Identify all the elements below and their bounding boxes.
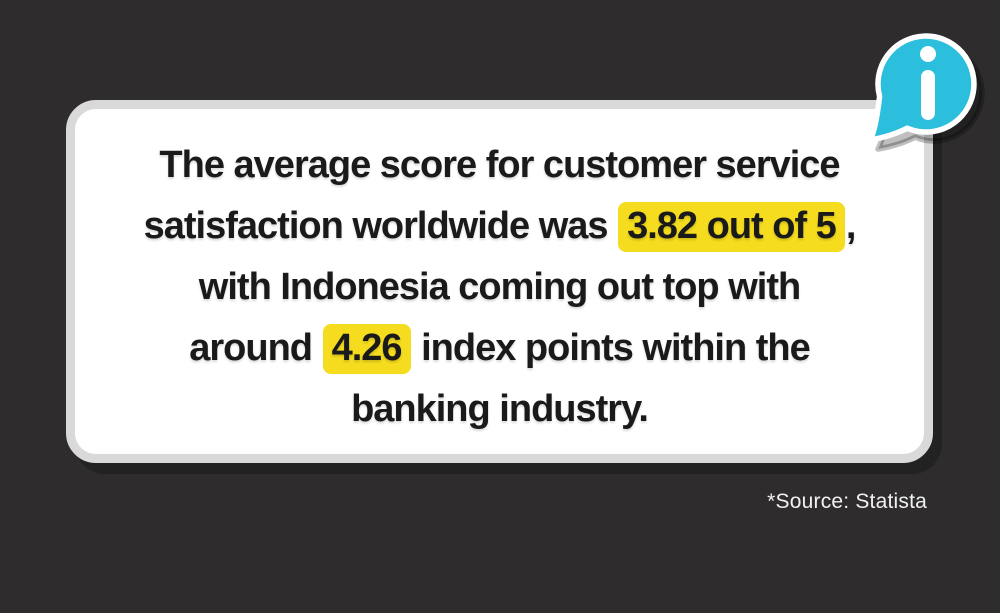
quote-segment: , [845, 205, 857, 247]
quote-line: banking industry. [75, 379, 924, 440]
quote-line: around 4.26 index points within the [75, 318, 924, 379]
quote-segment: banking industry. [351, 388, 649, 430]
quote-line: The average score for customer service [75, 135, 924, 196]
highlight-score-3-82: 3.82 out of 5 [618, 202, 845, 252]
quote-segment: around [189, 327, 322, 369]
quote-text: The average score for customer service s… [75, 135, 924, 440]
quote-line: with Indonesia coming out top with [75, 257, 924, 318]
quote-segment: The average score for customer service [159, 144, 840, 186]
fact-card: The average score for customer service s… [66, 100, 933, 463]
quote-segment: index points within the [411, 327, 811, 369]
source-attribution: *Source: Statista [767, 490, 927, 513]
quote-line: satisfaction worldwide was 3.82 out of 5… [75, 196, 924, 257]
quote-segment: satisfaction worldwide was [143, 205, 618, 247]
highlight-score-4-26: 4.26 [322, 324, 411, 374]
info-speech-bubble-icon [852, 4, 1000, 154]
quote-segment: with Indonesia coming out top with [198, 266, 801, 308]
